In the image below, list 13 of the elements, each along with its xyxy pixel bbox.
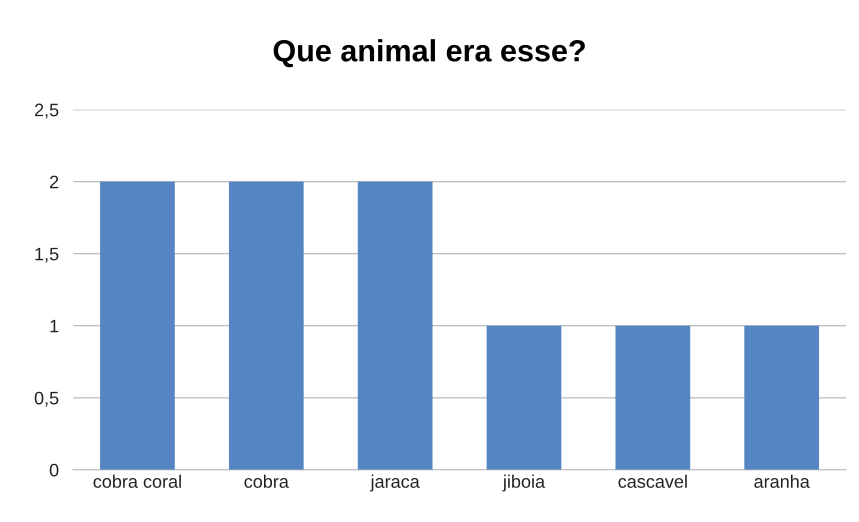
chart-title: Que animal era esse? — [274, 39, 585, 68]
y-tick-label: 1,5 — [35, 248, 58, 263]
y-tick-label: 1 — [50, 320, 58, 332]
x-tick-label: cascavel — [618, 474, 687, 488]
x-tick-label: cobra coral — [94, 474, 181, 488]
x-tick-label: jiboia — [502, 474, 546, 492]
y-tick-label: 0,5 — [34, 392, 58, 407]
x-tick-label: cobra — [244, 474, 289, 488]
y-tick-label: 0 — [50, 464, 58, 477]
x-tick-label: jaraca — [370, 474, 420, 492]
x-tick-label: aranha — [754, 474, 810, 488]
y-tick-label: 2 — [50, 176, 58, 188]
y-tick-label: 2,5 — [34, 104, 58, 118]
